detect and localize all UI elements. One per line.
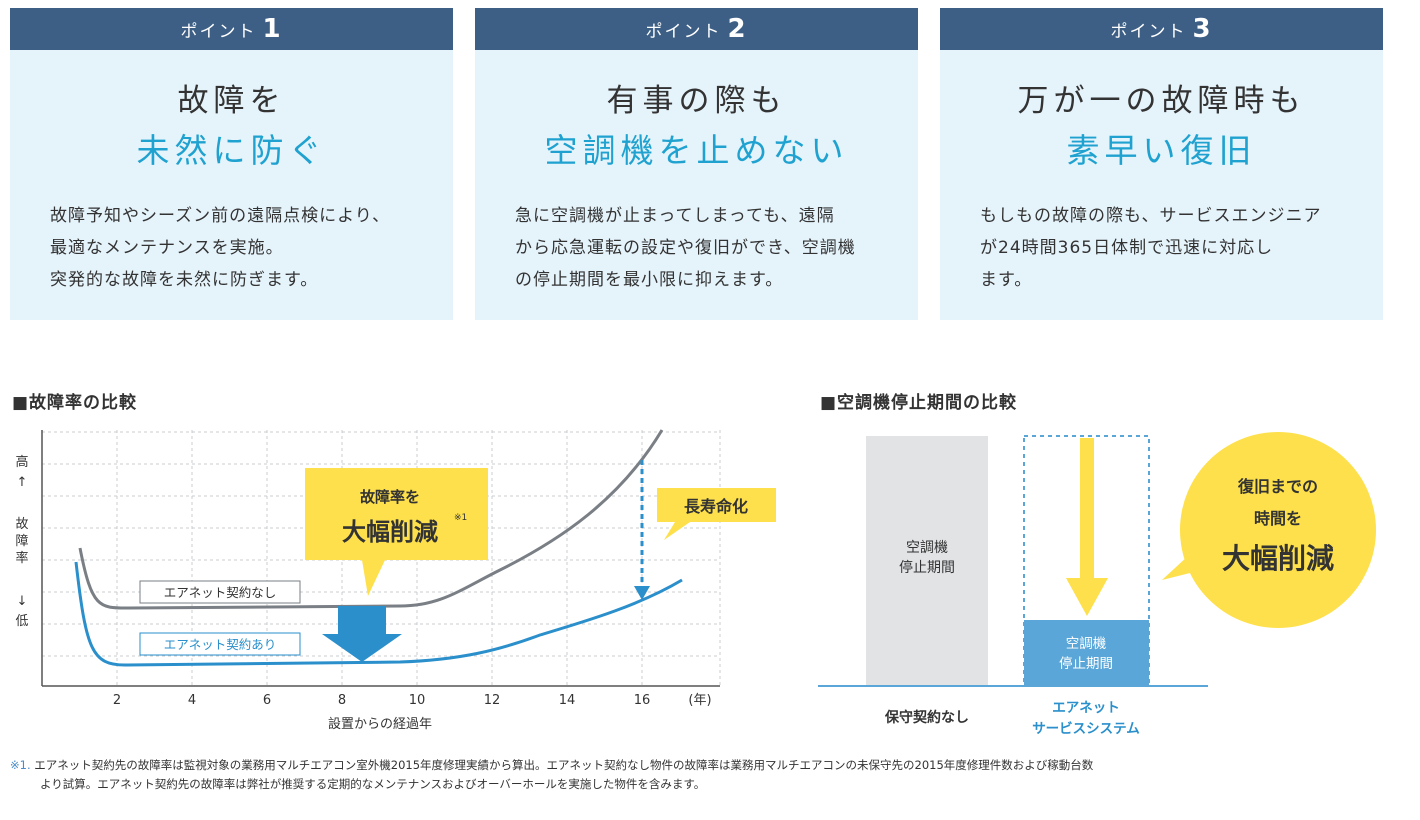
- point-body-line: が24時間365日体制で迅速に対応し: [980, 238, 1274, 258]
- footnote-mark: ※1.: [10, 758, 31, 772]
- point-label: ポイント: [180, 21, 257, 42]
- x-unit-label: (年): [688, 693, 711, 708]
- bubble-line2: 時間を: [1254, 509, 1302, 528]
- point-title: 故障を: [177, 83, 286, 119]
- point-title-accent: 素早い復旧: [1066, 131, 1257, 170]
- y-label-high: 高: [15, 454, 28, 470]
- x-tick-label: 10: [409, 693, 426, 708]
- callout-bubble: [305, 468, 488, 596]
- x-tick-label: 8: [338, 693, 346, 708]
- point-title: 有事の際も: [606, 83, 787, 119]
- x-tick-label: 14: [559, 693, 576, 708]
- footnote-text-2: より試算。エアネット契約先の故障率は弊社が推奨する定期的なメンテナンスおよびオー…: [40, 777, 706, 791]
- point-card-3: ポイント 3 万が一の故障時も 素早い復旧 もしもの故障の際も、サービスエンジニ…: [940, 8, 1383, 320]
- footnote-line2: より試算。エアネット契約先の故障率は弊社が推奨する定期的なメンテナンスおよびオー…: [10, 775, 1415, 794]
- point-body: もしもの故障の際も、サービスエンジニア が24時間365日体制で迅速に対応し ま…: [980, 200, 1360, 296]
- point-title-accent: 空調機を止めない: [544, 131, 849, 170]
- longevity-label: 長寿命化: [684, 497, 748, 516]
- y-label-char: 故: [15, 517, 28, 532]
- point-number: 3: [1192, 14, 1213, 44]
- point-body: 急に空調機が止まってしまっても、遠隔 から応急運転の設定や復旧ができ、空調機 の…: [515, 200, 895, 296]
- point-body-line: 最適なメンテナンスを実施。: [50, 238, 284, 258]
- point-card-header: ポイント 1: [10, 8, 453, 50]
- point-label: ポイント: [645, 21, 722, 42]
- label-with-contract: エアネット契約あり: [164, 637, 277, 652]
- down-arrow-icon: [1066, 438, 1108, 616]
- point-number: 2: [727, 14, 748, 44]
- point-card-header: ポイント 3: [940, 8, 1383, 50]
- longevity-arrow-head-icon: [634, 586, 650, 600]
- footnote: ※1. エアネット契約先の故障率は監視対象の業務用マルチエアコン室外機2015年…: [10, 756, 1415, 794]
- longevity-label-box: [657, 488, 776, 540]
- x-tick-label: 12: [484, 693, 501, 708]
- bar1-label-line1: 空調機: [906, 540, 948, 556]
- bar-airnet: [1024, 620, 1149, 686]
- point-body-line: 急に空調機が止まってしまっても、遠隔: [515, 206, 835, 226]
- bar1-label-line2: 停止期間: [899, 559, 955, 576]
- point-body-line: の停止期間を最小限に抑えます。: [515, 270, 784, 290]
- point-body-line: もしもの故障の際も、サービスエンジニア: [980, 206, 1322, 226]
- point-body-line: 突発的な故障を未然に防ぎます。: [50, 270, 319, 290]
- point-card-2: ポイント 2 有事の際も 空調機を止めない 急に空調機が止まってしまっても、遠隔…: [475, 8, 918, 320]
- x-axis-label: 設置からの経過年: [328, 716, 432, 732]
- label-box-without: [139, 580, 301, 604]
- y-label-low: 低: [15, 614, 28, 629]
- bar2-label-line1: 空調機: [1066, 636, 1107, 652]
- x-tick-label: 4: [188, 693, 196, 708]
- callout-line2: 大幅削減: [342, 518, 438, 546]
- downtime-diagram: 空調機 停止期間 空調機 停止期間 保守契約なし エアネット サービスシステム …: [818, 432, 1376, 737]
- footnote-text-1: エアネット契約先の故障率は監視対象の業務用マルチエアコン室外機2015年度修理実…: [34, 758, 1094, 772]
- point-body-line: から応急運転の設定や復旧ができ、空調機: [515, 238, 856, 258]
- callout-note: ※1: [454, 513, 467, 523]
- x-tick-label: 2: [113, 693, 121, 708]
- callout-line1: 故障率を: [360, 488, 420, 506]
- point-body-line: 故障予知やシーズン前の遠隔点検により、: [50, 206, 391, 226]
- y-arrow-up: ↑: [17, 475, 28, 490]
- failure-rate-diagram: 高 ↑ 故 障 率 ↓ 低 2 4 6 8 10 12 14 16 (年) 設置…: [15, 429, 776, 732]
- bar-outline-airnet: [1023, 435, 1150, 687]
- point-card-1: ポイント 1 故障を 未然に防ぐ 故障予知やシーズン前の遠隔点検により、 最適な…: [10, 8, 453, 320]
- point-body-line: ます。: [980, 270, 1033, 290]
- bubble-line3: 大幅削減: [1222, 542, 1334, 575]
- downtime-section-title: ■空調機停止期間の比較: [820, 393, 1018, 413]
- bubble-line1: 復旧までの: [1237, 477, 1318, 496]
- curve-with-contract: [74, 561, 683, 667]
- point-label: ポイント: [1110, 21, 1187, 42]
- label-box-with: [139, 632, 301, 656]
- footnote-line1: ※1. エアネット契約先の故障率は監視対象の業務用マルチエアコン室外機2015年…: [10, 756, 1415, 775]
- y-label-char: 障: [15, 534, 28, 549]
- failure-rate-section-title: ■故障率の比較: [12, 393, 138, 413]
- x-tick-label: 16: [634, 693, 651, 708]
- bar2-label-line2: 停止期間: [1059, 655, 1113, 672]
- point-title: 万が一の故障時も: [1017, 83, 1306, 119]
- y-arrow-down: ↓: [17, 594, 28, 609]
- label-without-contract: エアネット契約なし: [164, 585, 277, 600]
- x-label-airnet-line2: サービスシステム: [1032, 721, 1140, 737]
- speech-bubble: [1180, 432, 1376, 628]
- point-card-header: ポイント 2: [475, 8, 918, 50]
- x-tick-label: 6: [263, 693, 271, 708]
- x-label-airnet-line1: エアネット: [1052, 700, 1120, 716]
- x-label-without: 保守契約なし: [884, 709, 969, 726]
- point-title-accent: 未然に防ぐ: [136, 131, 327, 170]
- y-label-char: 率: [15, 550, 28, 566]
- point-body: 故障予知やシーズン前の遠隔点検により、 最適なメンテナンスを実施。 突発的な故障…: [50, 200, 430, 296]
- reduction-arrow-icon: [322, 606, 402, 662]
- bar-without-contract: [866, 436, 988, 686]
- point-number: 1: [262, 14, 283, 44]
- curve-without-contract: [78, 429, 664, 610]
